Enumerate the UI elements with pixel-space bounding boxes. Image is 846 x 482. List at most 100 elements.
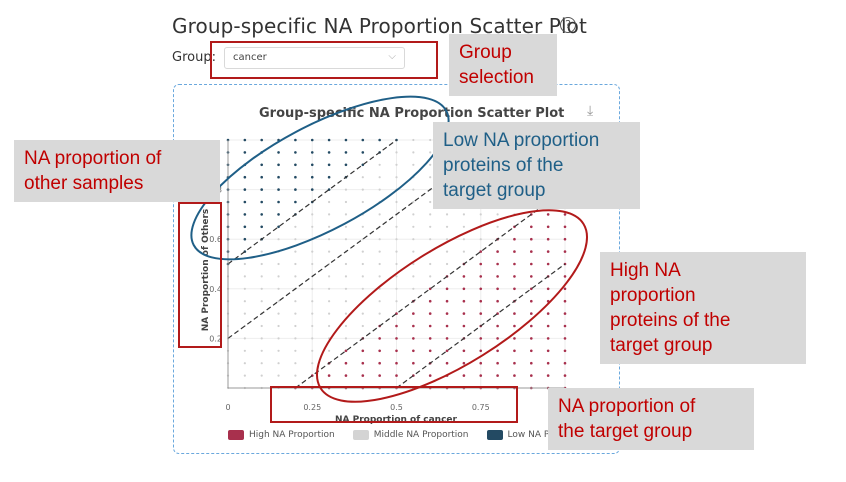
scatter-point-243 xyxy=(412,238,415,241)
legend-item-high[interactable]: High NA Proportion xyxy=(228,430,335,440)
scatter-point-177 xyxy=(361,275,364,278)
scatter-point-412 xyxy=(546,225,550,229)
scatter-point-223 xyxy=(395,225,398,228)
scatter-point-35 xyxy=(243,213,247,216)
scatter-point-121 xyxy=(310,188,314,191)
scatter-point-199 xyxy=(378,262,381,266)
scatter-point-94 xyxy=(294,262,297,266)
scatter-point-71 xyxy=(277,287,280,290)
scatter-point-145 xyxy=(327,151,331,154)
scatter-point-429 xyxy=(563,275,567,278)
scatter-point-76 xyxy=(277,225,280,229)
scatter-point-431 xyxy=(563,250,567,253)
scatter-point-137 xyxy=(328,250,331,253)
scatter-point-119 xyxy=(311,213,314,216)
scatter-point-132 xyxy=(328,312,331,315)
scatter-point-181 xyxy=(361,225,364,228)
scatter-point-253 xyxy=(428,374,432,377)
scatter-point-390 xyxy=(530,237,533,241)
scatter-point-160 xyxy=(344,225,348,228)
scatter-point-269 xyxy=(429,176,432,179)
scatter-point-103 xyxy=(294,151,297,154)
scatter-point-91 xyxy=(294,300,297,303)
scatter-point-77 xyxy=(277,213,280,216)
y-axis-label: NA Proportion of Others xyxy=(201,209,211,332)
scatter-point-424 xyxy=(563,337,567,340)
scatter-point-89 xyxy=(294,324,297,328)
scatter-point-305 xyxy=(462,250,465,253)
scatter-point-23 xyxy=(243,362,246,365)
scatter-point-47 xyxy=(260,324,263,328)
scatter-point-49 xyxy=(260,300,263,303)
scatter-point-169 xyxy=(361,374,365,377)
scatter-point-425 xyxy=(563,324,567,328)
scatter-point-422 xyxy=(563,361,567,365)
scatter-point-279 xyxy=(445,312,449,315)
scatter-point-285 xyxy=(445,238,449,241)
scatter-point-326 xyxy=(479,250,483,253)
scatter-point-96 xyxy=(294,238,297,241)
download-icon[interactable]: ⤓ xyxy=(587,103,594,119)
scatter-point-235 xyxy=(412,337,415,340)
question-circle-icon[interactable]: ? xyxy=(560,17,576,33)
scatter-point-36 xyxy=(243,200,247,204)
scatter-point-209 xyxy=(378,138,381,142)
scatter-point-345 xyxy=(496,275,499,278)
scatter-point-37 xyxy=(243,188,247,191)
scatter-point-151 xyxy=(344,337,348,340)
scatter-point-150 xyxy=(344,349,348,353)
scatter-point-70 xyxy=(277,300,280,303)
scatter-point-100 xyxy=(294,188,297,191)
scatter-point-97 xyxy=(294,225,297,228)
scatter-point-44 xyxy=(260,362,263,365)
scatter-point-245 xyxy=(412,213,415,216)
scatter-point-68 xyxy=(277,324,280,328)
x-tick-labels: 0 0.25 0.5 0.75 xyxy=(225,403,489,412)
scatter-point-407 xyxy=(546,287,550,291)
callout-high-na: High NA proportion proteins of the targe… xyxy=(600,252,806,364)
scatter-point-347 xyxy=(496,250,499,253)
scatter-point-205 xyxy=(378,188,381,191)
scatter-point-183 xyxy=(361,200,364,204)
group-label: Group: xyxy=(172,50,216,65)
scatter-point-367 xyxy=(513,262,516,266)
scatter-point-149 xyxy=(344,361,348,365)
scatter-point-86 xyxy=(294,362,297,365)
scatter-point-421 xyxy=(563,374,567,377)
scatter-point-215 xyxy=(395,324,398,328)
scatter-point-193 xyxy=(378,337,381,340)
callout-low-na: Low NA proportion proteins of the target… xyxy=(433,122,640,209)
scatter-point-109 xyxy=(311,337,314,340)
scatter-point-64 xyxy=(277,374,280,377)
scatter-point-385 xyxy=(530,299,533,303)
scatter-point-90 xyxy=(294,312,297,315)
scatter-point-281 xyxy=(445,287,449,291)
scatter-point-265 xyxy=(429,225,432,228)
scatter-point-432 xyxy=(563,237,567,241)
scatter-point-384 xyxy=(530,312,533,315)
y-axis-highlight xyxy=(178,202,222,348)
scatter-point-259 xyxy=(428,299,432,303)
scatter-point-362 xyxy=(513,324,516,328)
scatter-point-107 xyxy=(311,362,314,365)
scatter-point-251 xyxy=(412,138,415,142)
scatter-point-127 xyxy=(327,374,331,377)
legend-item-middle[interactable]: Middle NA Proportion xyxy=(352,430,469,440)
scatter-point-276 xyxy=(445,349,449,353)
y-tick-label-2: 0.6 xyxy=(209,235,222,244)
scatter-point-391 xyxy=(530,225,533,229)
scatter-point-203 xyxy=(378,213,381,216)
scatter-point-365 xyxy=(513,287,516,291)
scatter-point-53 xyxy=(260,250,263,253)
scatter-point-242 xyxy=(412,250,415,253)
scatter-point-236 xyxy=(412,324,415,328)
group-select[interactable]: cancer ⌵ xyxy=(224,47,405,69)
scatter-point-299 xyxy=(462,324,466,328)
scatter-point-368 xyxy=(513,250,516,253)
scatter-point-283 xyxy=(445,262,449,266)
scatter-point-69 xyxy=(277,312,280,315)
scatter-point-87 xyxy=(294,349,297,352)
scatter-point-57 xyxy=(260,200,264,204)
x-tick-label-0: 0 xyxy=(225,403,230,412)
